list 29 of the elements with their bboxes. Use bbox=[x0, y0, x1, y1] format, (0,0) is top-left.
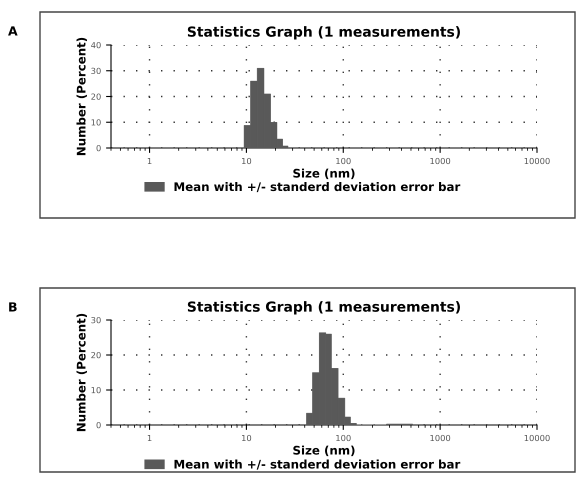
x-tick-label: 100 bbox=[336, 158, 351, 164]
y-tick-label: 10 bbox=[92, 119, 101, 126]
x-tick-label: 1 bbox=[148, 158, 152, 164]
x-tick-label: 1000 bbox=[430, 158, 450, 164]
y-axis-title: Number (Percent) bbox=[76, 38, 87, 156]
y-tick-label: 40 bbox=[91, 42, 101, 48]
x-tick-label: 10 bbox=[242, 434, 252, 442]
x-tick-label: 10 bbox=[242, 158, 252, 164]
chart-title: Statistics Graph (1 measurements) bbox=[188, 301, 460, 315]
legend-label: Mean with +/- standerd deviation error bar bbox=[174, 460, 460, 470]
chart-title: Statistics Graph (1 measurements) bbox=[188, 26, 460, 40]
y-tick-label: 20 bbox=[91, 93, 101, 100]
text: A bbox=[8, 26, 18, 36]
y-tick-label: 0 bbox=[96, 422, 101, 428]
x-axis-title: Size (nm) bbox=[293, 446, 354, 456]
legend-label: Mean with +/- standerd deviation error bar bbox=[174, 182, 460, 192]
x-axis-title: Size (nm) bbox=[293, 168, 354, 180]
x-tick-label: 1 bbox=[148, 434, 152, 442]
y-tick-label: 30 bbox=[91, 68, 101, 74]
y-axis-title: Number (Percent) bbox=[76, 314, 87, 432]
y-tick-label: 10 bbox=[92, 386, 101, 394]
x-tick-label: 10000 bbox=[524, 158, 550, 164]
y-tick-label: 20 bbox=[91, 352, 101, 358]
text: B bbox=[9, 302, 17, 312]
x-tick-label: 100 bbox=[336, 434, 351, 442]
x-tick-label: 10000 bbox=[524, 434, 550, 442]
y-tick-label: 30 bbox=[91, 316, 101, 324]
y-tick-label: 0 bbox=[96, 144, 101, 152]
x-tick-label: 1000 bbox=[430, 434, 450, 442]
